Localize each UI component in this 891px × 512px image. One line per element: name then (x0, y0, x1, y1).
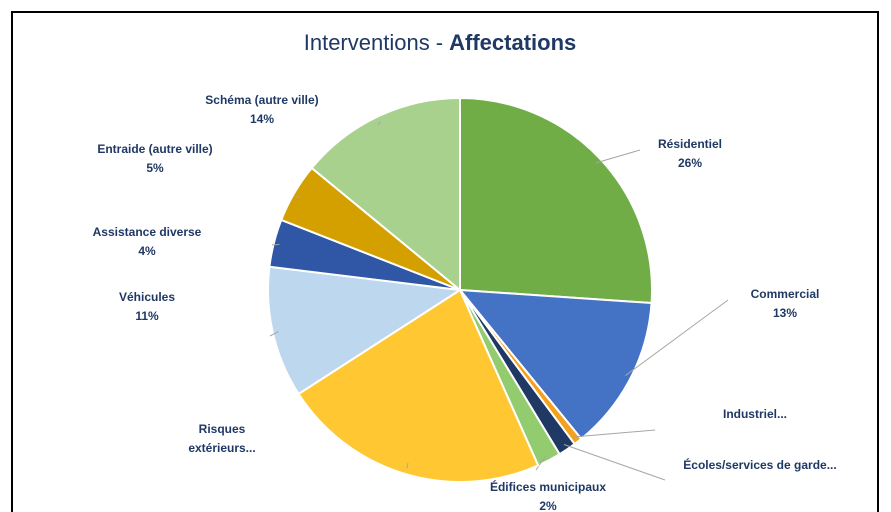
slice-label: Assistance diverse 4% (93, 225, 202, 258)
value-label: 14% (250, 112, 274, 126)
category-label: Édifices municipaux (490, 479, 606, 494)
value-label: 11% (135, 309, 159, 323)
pie-slice (310, 96, 461, 293)
leader-line (377, 121, 381, 126)
chart-title: Interventions - Affectations (304, 30, 577, 55)
title-emphasis: Affectations (449, 30, 576, 55)
category-label: Risques (199, 422, 246, 436)
leader-line (269, 331, 279, 337)
slice-label: Résidentiel 26% (658, 137, 722, 170)
category-label-cont: extérieurs... (188, 441, 255, 455)
slice-label: Véhicules 11% (119, 290, 175, 323)
slice-label: Commercial 13% (751, 287, 820, 320)
category-label: Industriel... (723, 407, 787, 421)
value-label: 26% (678, 156, 702, 170)
category-label: Entraide (autre ville) (97, 142, 212, 156)
title-prefix: Interventions - (304, 30, 443, 55)
pie-slice (267, 265, 463, 396)
slice-label: Édifices municipaux 2% (490, 479, 606, 512)
slice-label: Entraide (autre ville) 5% (97, 142, 212, 175)
leader-line (595, 149, 641, 164)
pie-slice (457, 288, 653, 441)
slice-label: Schéma (autre ville) 14% (205, 93, 318, 126)
leader-line (535, 454, 547, 471)
pie-slice (297, 288, 540, 483)
leader-line (625, 299, 729, 376)
category-label: Écoles/services de garde... (683, 457, 836, 472)
category-label: Véhicules (119, 290, 175, 304)
value-label: 4% (138, 244, 156, 258)
leader-line (574, 429, 656, 438)
slice-label: Risques extérieurs... (188, 422, 255, 455)
category-label: Résidentiel (658, 137, 722, 151)
category-label: Assistance diverse (93, 225, 202, 239)
value-label: 5% (146, 161, 164, 175)
leader-line (295, 195, 300, 199)
pie-slice (459, 96, 653, 305)
value-label: 2% (539, 499, 557, 512)
value-label: 13% (773, 306, 797, 320)
category-label: Schéma (autre ville) (205, 93, 318, 107)
leader-line (271, 243, 280, 246)
category-label: Commercial (751, 287, 820, 301)
slice-label: Écoles/services de garde... (683, 457, 836, 472)
leader-line (563, 444, 666, 481)
slice-label: Industriel... (723, 407, 787, 421)
leader-line (406, 462, 409, 469)
